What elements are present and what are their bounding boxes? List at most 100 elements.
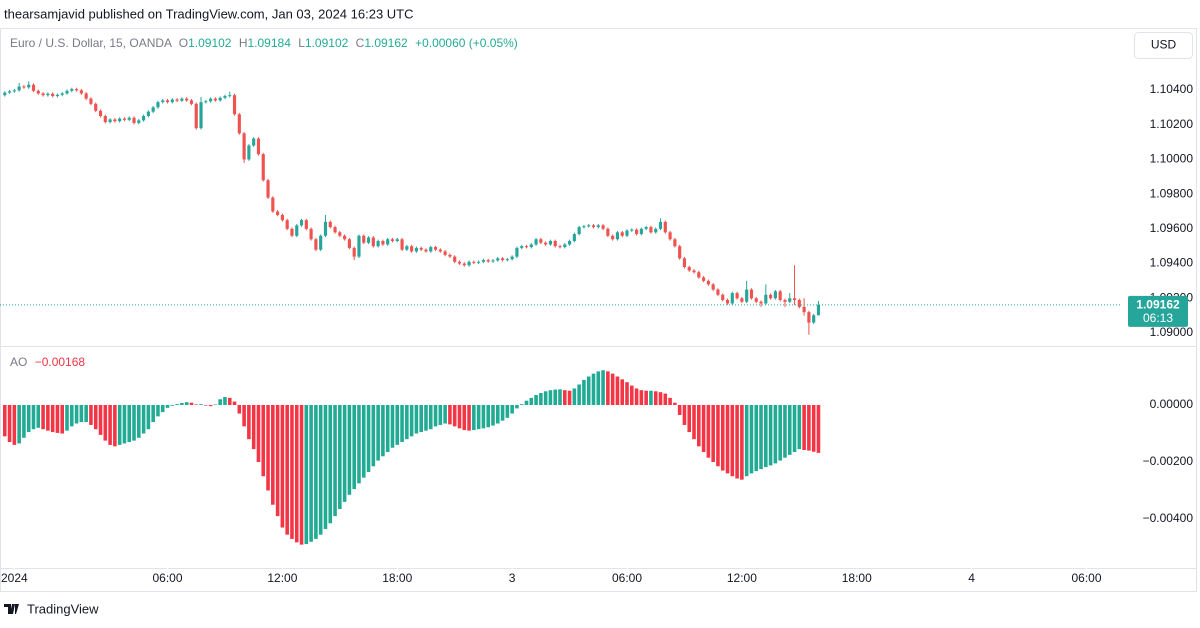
candle-body xyxy=(491,260,495,262)
candle-body xyxy=(783,300,787,302)
ao-bar xyxy=(720,404,725,471)
candle-body xyxy=(630,229,634,231)
ao-bar xyxy=(137,404,141,438)
candle-body xyxy=(338,232,342,236)
ao-bar xyxy=(127,404,132,443)
candle-body xyxy=(611,235,615,240)
candle-body xyxy=(17,86,21,91)
ao-bar xyxy=(342,404,347,502)
candle-body xyxy=(702,277,706,281)
ao-bar xyxy=(318,404,323,535)
ao-bar xyxy=(701,404,706,453)
y-tick-label: −0.00200 xyxy=(1143,454,1194,468)
symbol-title: Euro / U.S. Dollar, 15, OANDA xyxy=(10,36,172,50)
candle-body xyxy=(644,227,648,229)
ao-bar xyxy=(46,404,50,431)
legend: Euro / U.S. Dollar, 15, OANDA O1.09102 H… xyxy=(10,36,518,50)
currency-button[interactable]: USD xyxy=(1134,32,1193,59)
candle-body xyxy=(170,99,174,103)
candle-body xyxy=(137,120,141,123)
candle-body xyxy=(343,235,347,240)
candle-body xyxy=(673,239,677,247)
ao-bar xyxy=(673,402,677,405)
ao-bar xyxy=(194,404,199,405)
candle-body xyxy=(567,240,572,245)
ao-bar xyxy=(467,404,471,431)
ao-bar xyxy=(644,390,648,405)
candle-body xyxy=(118,118,122,122)
ao-bar xyxy=(395,404,400,445)
currency-label[interactable]: USD xyxy=(1151,38,1177,52)
ao-bar xyxy=(783,404,787,458)
ohlc-letter: H xyxy=(239,36,248,50)
ao-bar xyxy=(275,404,280,517)
ao-bar xyxy=(60,404,65,434)
candle-body xyxy=(816,304,821,316)
candle-body xyxy=(103,116,107,123)
ao-bar xyxy=(615,376,620,405)
ao-bar xyxy=(797,404,802,450)
candle-body xyxy=(328,221,332,228)
ao-bar xyxy=(223,397,227,405)
ao-bar xyxy=(567,390,572,405)
footer-brand: TradingView xyxy=(27,601,99,616)
candle-body xyxy=(347,239,351,248)
ao-bar xyxy=(31,404,36,430)
ao-bar xyxy=(610,373,615,405)
x-tick-label: 2024 xyxy=(1,571,28,585)
ao-bar xyxy=(400,404,404,443)
ao-bar xyxy=(405,404,409,440)
ao-bar xyxy=(543,391,548,405)
ao-bar xyxy=(515,404,519,409)
ohlc-letter: L xyxy=(298,36,305,50)
candle-body xyxy=(419,247,423,250)
ao-bar xyxy=(620,379,625,405)
candle-body xyxy=(615,232,620,240)
candle-body xyxy=(46,93,50,96)
candle-body xyxy=(534,239,538,245)
candle-body xyxy=(697,272,701,278)
y-tick-label: 1.09600 xyxy=(1150,221,1194,235)
indicator-legend: AO −0.00168 xyxy=(10,355,85,369)
candle-body xyxy=(505,259,509,261)
ao-bar xyxy=(510,404,514,414)
ao-bar xyxy=(725,404,730,474)
x-tick-label: 18:00 xyxy=(382,571,412,585)
ao-bar xyxy=(12,404,17,445)
currency-button-box[interactable] xyxy=(1134,32,1193,59)
candle-body xyxy=(591,225,596,228)
ao-bar xyxy=(663,393,668,405)
candle-body xyxy=(252,138,256,146)
candle-body xyxy=(548,240,553,245)
candle-body xyxy=(692,270,696,273)
candle-body xyxy=(271,197,275,212)
candle-body xyxy=(577,227,581,235)
candle-body xyxy=(122,118,127,120)
ao-bar xyxy=(271,404,275,505)
ao-bar xyxy=(438,404,443,425)
candle-body xyxy=(194,103,198,129)
candle-body xyxy=(98,110,103,117)
candle-body xyxy=(639,228,643,235)
ao-bar xyxy=(481,404,486,429)
ao-bar xyxy=(208,404,213,407)
ao-bar xyxy=(807,404,811,451)
candle-body xyxy=(524,246,529,248)
ao-bar xyxy=(184,402,189,405)
candle-body xyxy=(142,116,146,121)
ao-bar xyxy=(606,371,610,405)
y-tick-label: 1.10400 xyxy=(1150,82,1194,96)
candle-body xyxy=(438,249,442,252)
x-tick-label: 12:00 xyxy=(267,571,297,585)
ohlc-value: 1.09184 xyxy=(248,36,292,50)
ao-bar xyxy=(768,404,773,466)
candle-body xyxy=(309,228,313,240)
candle-body xyxy=(448,254,452,257)
ao-bar xyxy=(338,404,342,510)
ao-bar xyxy=(385,404,390,453)
ao-bar xyxy=(486,404,490,428)
candle-body xyxy=(70,89,74,91)
ao-bar xyxy=(55,404,60,433)
ao-bar xyxy=(7,404,12,443)
y-tick-label: 1.09400 xyxy=(1150,256,1194,270)
